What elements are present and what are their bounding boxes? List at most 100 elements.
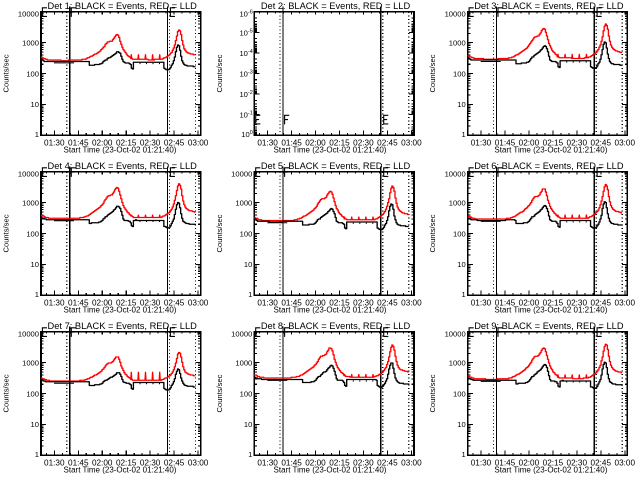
svg-text:Det 8: BLACK = Events, RED = L: Det 8: BLACK = Events, RED = LLD — [261, 321, 411, 331]
svg-text:1: 1 — [461, 450, 465, 459]
svg-text:1: 1 — [461, 290, 465, 299]
svg-text:01:30: 01:30 — [257, 458, 278, 467]
svg-text:02:30: 02:30 — [567, 458, 588, 467]
svg-text:1000: 1000 — [22, 199, 39, 208]
svg-text:Start Time (23-Oct-02 01:21:40: Start Time (23-Oct-02 01:21:40) — [64, 466, 177, 475]
svg-text:Start Time (23-Oct-02 01:21:40: Start Time (23-Oct-02 01:21:40) — [274, 466, 387, 475]
svg-text:Start Time (23-Oct-02 01:21:40: Start Time (23-Oct-02 01:21:40) — [274, 146, 387, 155]
svg-text:03:00: 03:00 — [188, 138, 209, 147]
svg-text:Counts/sec: Counts/sec — [428, 214, 437, 252]
svg-text:01:30: 01:30 — [471, 458, 492, 467]
svg-text:Counts/sec: Counts/sec — [215, 54, 224, 92]
svg-text:Start Time (23-Oct-02 01:21:40: Start Time (23-Oct-02 01:21:40) — [64, 306, 177, 315]
svg-text:02:00: 02:00 — [305, 138, 326, 147]
svg-text:02:45: 02:45 — [377, 298, 398, 307]
svg-text:02:15: 02:15 — [543, 458, 564, 467]
svg-text:02:45: 02:45 — [591, 458, 612, 467]
svg-text:100: 100 — [26, 389, 39, 398]
svg-text:02:45: 02:45 — [591, 298, 612, 307]
svg-text:01:45: 01:45 — [281, 138, 302, 147]
svg-text:02:00: 02:00 — [305, 458, 326, 467]
svg-text:02:30: 02:30 — [567, 138, 588, 147]
svg-text:10-5: 10-5 — [239, 28, 252, 37]
svg-text:02:45: 02:45 — [164, 458, 185, 467]
svg-text:Counts/sec: Counts/sec — [428, 374, 437, 412]
svg-text:02:15: 02:15 — [329, 458, 350, 467]
svg-text:02:00: 02:00 — [519, 298, 540, 307]
svg-text:02:30: 02:30 — [140, 138, 161, 147]
svg-text:02:30: 02:30 — [140, 298, 161, 307]
svg-text:Det 1: BLACK = Events, RED = L: Det 1: BLACK = Events, RED = LLD — [48, 1, 198, 11]
svg-text:01:30: 01:30 — [257, 138, 278, 147]
svg-text:10000: 10000 — [18, 10, 39, 19]
svg-text:02:30: 02:30 — [353, 298, 374, 307]
svg-text:01:45: 01:45 — [495, 138, 516, 147]
svg-text:10: 10 — [31, 420, 39, 429]
svg-text:1: 1 — [35, 290, 39, 299]
svg-text:100: 100 — [453, 69, 466, 78]
svg-text:10000: 10000 — [231, 330, 252, 339]
svg-text:Start Time (23-Oct-02 01:21:40: Start Time (23-Oct-02 01:21:40) — [274, 306, 387, 315]
svg-text:02:00: 02:00 — [92, 138, 113, 147]
svg-text:01:45: 01:45 — [495, 298, 516, 307]
svg-text:10000: 10000 — [231, 170, 252, 179]
svg-text:100: 100 — [26, 69, 39, 78]
svg-text:Det 2: BLACK = Events, RED = L: Det 2: BLACK = Events, RED = LLD — [261, 1, 411, 11]
svg-text:02:45: 02:45 — [377, 458, 398, 467]
svg-text:03:00: 03:00 — [401, 138, 422, 147]
svg-text:02:15: 02:15 — [543, 298, 564, 307]
svg-text:01:45: 01:45 — [68, 138, 89, 147]
svg-text:1: 1 — [35, 450, 39, 459]
svg-text:01:45: 01:45 — [281, 458, 302, 467]
svg-text:03:00: 03:00 — [188, 458, 209, 467]
svg-text:1: 1 — [248, 450, 252, 459]
svg-text:100: 100 — [453, 389, 466, 398]
svg-text:1000: 1000 — [449, 359, 466, 368]
svg-text:01:45: 01:45 — [68, 298, 89, 307]
svg-text:03:00: 03:00 — [401, 458, 422, 467]
svg-text:02:15: 02:15 — [116, 458, 137, 467]
svg-text:10000: 10000 — [18, 330, 39, 339]
svg-text:02:45: 02:45 — [377, 138, 398, 147]
svg-text:10-1: 10-1 — [239, 111, 252, 120]
svg-text:10: 10 — [31, 100, 39, 109]
svg-text:1: 1 — [461, 130, 465, 139]
svg-text:01:30: 01:30 — [44, 298, 65, 307]
svg-text:10000: 10000 — [18, 170, 39, 179]
svg-text:Counts/sec: Counts/sec — [2, 374, 11, 412]
svg-text:10: 10 — [244, 260, 252, 269]
svg-text:Counts/sec: Counts/sec — [2, 214, 11, 252]
svg-text:01:30: 01:30 — [44, 458, 65, 467]
svg-text:Counts/sec: Counts/sec — [2, 54, 11, 92]
svg-text:10000: 10000 — [445, 170, 466, 179]
svg-text:Counts/sec: Counts/sec — [215, 214, 224, 252]
svg-text:10-2: 10-2 — [239, 90, 252, 99]
svg-text:01:45: 01:45 — [68, 458, 89, 467]
svg-text:Start Time (23-Oct-02 01:21:40: Start Time (23-Oct-02 01:21:40) — [494, 306, 607, 315]
svg-text:100: 100 — [453, 229, 466, 238]
svg-text:02:15: 02:15 — [116, 138, 137, 147]
svg-text:Start Time (23-Oct-02 01:21:40: Start Time (23-Oct-02 01:21:40) — [64, 146, 177, 155]
svg-text:10: 10 — [31, 260, 39, 269]
svg-text:10: 10 — [457, 100, 465, 109]
svg-text:02:45: 02:45 — [591, 138, 612, 147]
svg-text:01:30: 01:30 — [257, 298, 278, 307]
svg-text:02:00: 02:00 — [519, 138, 540, 147]
svg-text:01:45: 01:45 — [281, 298, 302, 307]
svg-text:02:15: 02:15 — [543, 138, 564, 147]
svg-text:02:00: 02:00 — [92, 458, 113, 467]
svg-text:1000: 1000 — [22, 39, 39, 48]
svg-text:01:30: 01:30 — [44, 138, 65, 147]
svg-text:10000: 10000 — [445, 330, 466, 339]
svg-text:03:00: 03:00 — [188, 298, 209, 307]
svg-text:02:00: 02:00 — [305, 298, 326, 307]
svg-text:02:45: 02:45 — [164, 298, 185, 307]
svg-text:02:15: 02:15 — [116, 298, 137, 307]
svg-text:01:45: 01:45 — [495, 458, 516, 467]
svg-text:10: 10 — [457, 420, 465, 429]
svg-text:Counts/sec: Counts/sec — [428, 54, 437, 92]
svg-text:1000: 1000 — [449, 199, 466, 208]
svg-text:Det 9: BLACK = Events, RED = L: Det 9: BLACK = Events, RED = LLD — [474, 321, 624, 331]
svg-text:10000: 10000 — [445, 10, 466, 19]
svg-text:02:15: 02:15 — [329, 298, 350, 307]
